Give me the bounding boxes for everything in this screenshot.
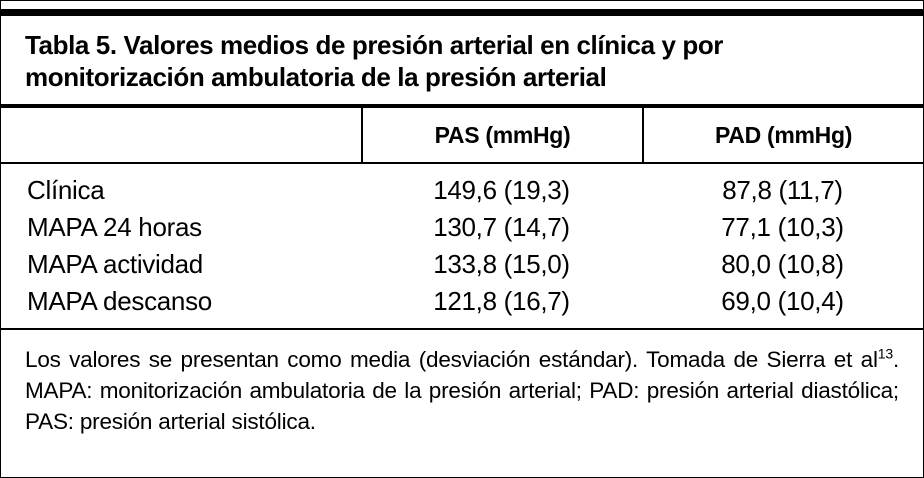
- row-label: MAPA descanso: [27, 286, 212, 316]
- pad-value: 69,0 (10,4): [721, 286, 844, 316]
- footnote-reference-superscript: 13: [877, 345, 893, 362]
- top-thick-rule: [1, 9, 923, 16]
- pad-value: 87,8 (11,7): [722, 175, 843, 205]
- row-label: MAPA actividad: [27, 249, 203, 279]
- table-row: MAPA 24 horas 130,7 (14,7) 77,1 (10,3): [1, 209, 923, 246]
- footnote-divider-rule: [1, 328, 923, 330]
- pas-value: 149,6 (19,3): [433, 175, 570, 205]
- table-row: MAPA actividad 133,8 (15,0) 80,0 (10,8): [1, 246, 923, 283]
- table-row: MAPA descanso 121,8 (16,7) 69,0 (10,4): [1, 283, 923, 320]
- row-label: Clínica: [27, 175, 105, 205]
- table-title-block: Tabla 5. Valores medios de presión arter…: [1, 16, 923, 104]
- table-row: Clínica 149,6 (19,3) 87,8 (11,7): [1, 172, 923, 209]
- column-header-pas: PAS (mmHg): [361, 108, 642, 162]
- table-footnote: Los valores se presentan como media (des…: [1, 330, 923, 453]
- column-header-pad: PAD (mmHg): [642, 108, 923, 162]
- pad-value: 80,0 (10,8): [721, 249, 844, 279]
- footnote-text-end: . MAPA: monitorización ambulatoria de la…: [25, 347, 899, 434]
- pas-value: 130,7 (14,7): [433, 212, 570, 242]
- table-title: Tabla 5. Valores medios de presión arter…: [25, 30, 724, 92]
- pas-value: 133,8 (15,0): [433, 249, 570, 279]
- title-divider-rule: [1, 104, 923, 108]
- table-header-row: PAS (mmHg) PAD (mmHg): [1, 108, 923, 164]
- table-body: Clínica 149,6 (19,3) 87,8 (11,7) MAPA 24…: [1, 164, 923, 328]
- footnote-text-start: Los valores se presentan como media (des…: [25, 347, 878, 372]
- pad-value: 77,1 (10,3): [721, 212, 844, 242]
- header-empty-cell: [1, 108, 361, 162]
- pas-value: 121,8 (16,7): [433, 286, 570, 316]
- row-label: MAPA 24 horas: [27, 212, 202, 242]
